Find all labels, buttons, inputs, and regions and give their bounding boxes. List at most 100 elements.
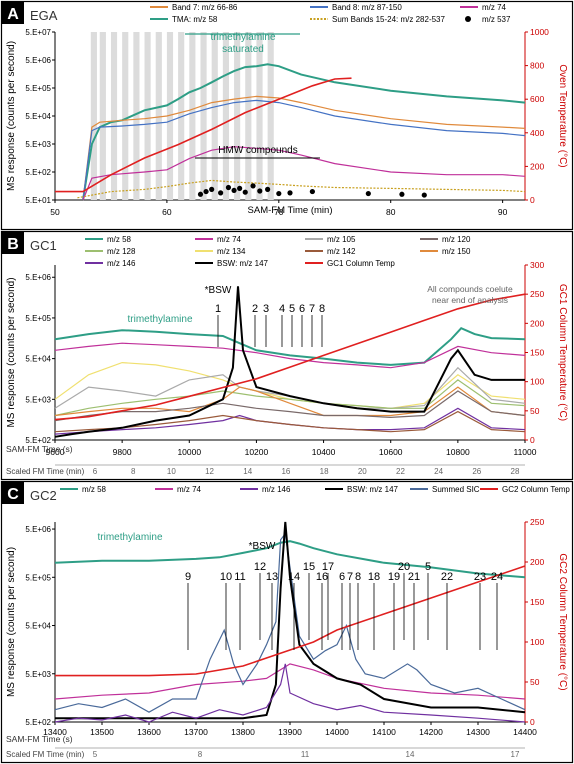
y-tick-label: 5.E+06 [25, 273, 51, 282]
y2-tick-label: 0 [530, 435, 535, 445]
x2-tick-label: 24 [434, 467, 443, 476]
x-tick-label: 14200 [419, 727, 443, 737]
x-tick-label: 9800 [113, 447, 132, 457]
shade-band [211, 32, 218, 200]
peak-label: 1 [215, 303, 221, 315]
peak-label: 2 [252, 303, 258, 315]
y2-tick-label: 800 [530, 61, 544, 71]
series-line [55, 521, 526, 720]
m537-point [237, 185, 243, 191]
peak-label: 7 [347, 571, 353, 583]
legend-label: Band 7: m/z 66-86 [172, 3, 238, 12]
y-tick-label: 5.E+05 [25, 314, 51, 323]
x2-axis-label: Scaled FM Time (min) [6, 467, 85, 476]
annotation: All compounds coelute [427, 284, 513, 294]
legend-label: m/z 74 [482, 3, 507, 12]
shade-band [245, 32, 252, 200]
m537-point [421, 192, 427, 198]
legend-label: m/z 142 [327, 247, 356, 256]
x-tick-label: 90 [498, 207, 508, 217]
x2-tick-label: 17 [511, 750, 520, 759]
peak-label: 13 [266, 571, 278, 583]
series-line [82, 95, 526, 201]
y2-tick-label: 200 [530, 161, 544, 171]
shade-band [133, 32, 140, 200]
x2-tick-label: 5 [93, 750, 98, 759]
y-tick-label: 5.E+03 [25, 670, 51, 679]
y-tick-label: 5.E+02 [25, 436, 51, 445]
x-tick-label: 13500 [90, 727, 114, 737]
y-tick-label: 5.E+03 [25, 395, 51, 404]
m537-point [197, 191, 204, 197]
annotation: trimethylamine [127, 314, 192, 325]
annotation: *BSW [249, 541, 276, 552]
legend-label: BSW: m/z 147 [347, 485, 399, 494]
series-line [54, 361, 526, 409]
series-line [54, 342, 526, 369]
y2-tick-label: 100 [530, 637, 544, 647]
x-tick-label: 13400 [43, 727, 67, 737]
peak-label: 22 [441, 571, 453, 583]
y2-tick-label: 200 [530, 318, 544, 328]
m537-point [365, 190, 371, 197]
m537-point [399, 191, 405, 197]
peak-label: 8 [355, 571, 361, 583]
x2-tick-label: 14 [406, 750, 415, 759]
x2-axis-label: Scaled FM Time (min) [6, 750, 85, 759]
x2-tick-label: 8 [198, 750, 203, 759]
y-tick-label: 5.E+03 [25, 140, 51, 149]
x2-tick-label: 26 [472, 467, 481, 476]
x-tick-label: 60 [162, 207, 172, 217]
legend-label: m/z 120 [442, 235, 471, 244]
peak-label: 8 [319, 303, 325, 315]
shade-band [256, 32, 263, 200]
series-line [54, 366, 526, 409]
peak-label: 12 [254, 561, 266, 573]
shade-band [267, 32, 274, 200]
series-line [77, 179, 526, 199]
legend-label: m/z 58 [107, 235, 132, 244]
series-line [54, 663, 526, 723]
x2-tick-label: 28 [511, 467, 520, 476]
y-tick-label: 5.E+05 [25, 84, 51, 93]
panel-a-frame [0, 0, 574, 231]
peak-label: 16 [316, 571, 328, 583]
peak-label: 3 [263, 303, 269, 315]
y-axis-label: MS response (counts per second) [6, 41, 17, 191]
series-line [82, 146, 526, 201]
y2-tick-label: 1000 [530, 27, 549, 37]
peak-label: 18 [368, 571, 380, 583]
legend-label: m/z 146 [107, 259, 136, 268]
peak-label: 6 [339, 571, 345, 583]
annotation: near end of analysis [432, 295, 508, 305]
annotation: trimethylamine [210, 32, 275, 43]
x-tick-label: 11000 [513, 447, 536, 457]
shade-band [155, 32, 162, 200]
panel-a-letter: A [7, 6, 19, 23]
y-tick-label: 5.E+06 [25, 56, 51, 65]
x-tick-label: 10000 [177, 447, 201, 457]
x-tick-label: 70 [274, 207, 284, 217]
panel-a-title: EGA [30, 8, 58, 23]
legend-label: Summed SIC [432, 485, 480, 494]
y2-axis-label: GC2 Column Temperature (°C) [557, 553, 568, 690]
x2-tick-label: 22 [396, 467, 405, 476]
m537-point [218, 190, 224, 196]
panel-b-letter: B [7, 236, 19, 253]
m537-point [309, 188, 315, 195]
x-axis-label: SAM-FM Time (s) [6, 444, 73, 454]
shade-band [90, 32, 97, 200]
annotation: HMW compounds [218, 145, 297, 156]
m537-point [225, 184, 232, 191]
x-tick-label: 13700 [184, 727, 208, 737]
m537-point [250, 183, 256, 189]
legend-label: TMA: m/z 58 [172, 15, 218, 24]
legend-marker [465, 16, 471, 22]
legend-label: GC2 Column Temp [502, 485, 570, 494]
legend-label: GC1 Column Temp [327, 259, 395, 268]
x-tick-label: 14300 [466, 727, 490, 737]
legend-label: m/z 128 [107, 247, 136, 256]
m537-point [276, 190, 282, 197]
